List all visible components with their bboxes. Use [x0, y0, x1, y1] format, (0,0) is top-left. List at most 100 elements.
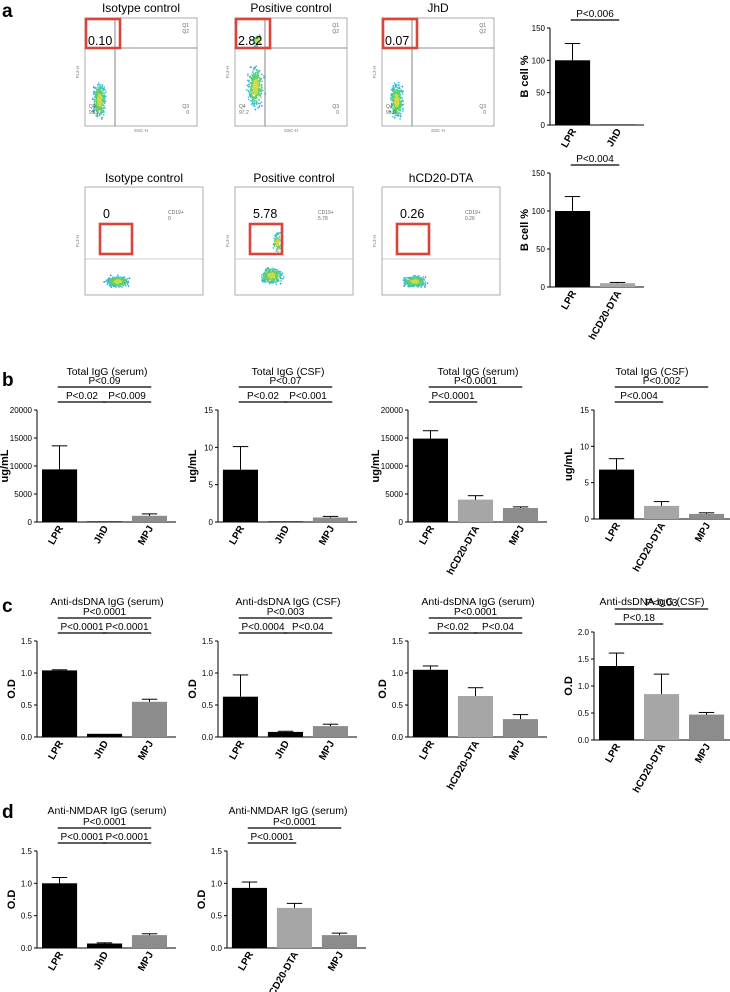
bar: [222, 469, 258, 522]
category-label: MPJ: [136, 524, 156, 547]
category-label: LPR: [228, 523, 248, 546]
category-label: hCD20-DTA: [445, 524, 482, 577]
y-tick-label: 0.0: [578, 736, 590, 745]
chart-title: Total IgG (CSF): [252, 366, 325, 378]
bar-chart: Total IgG (CSF) 0 5 10 15 ug/mL LPR hCD20-DTA MP…: [563, 366, 730, 574]
category-label: MPJ: [507, 739, 527, 762]
p-value-label: P<0.07: [270, 376, 302, 387]
bar: [555, 211, 591, 287]
y-tick-label: 50: [536, 245, 545, 254]
bar: [222, 696, 258, 737]
p-value-label: P<0.0001: [60, 622, 104, 633]
quadrant-label: Q2: [479, 29, 486, 35]
bar-chart: Total IgG (serum) 0 5000 10000 15000 20000 ug/…: [370, 366, 547, 577]
gate-value: 0: [168, 216, 171, 222]
y-tick-label: 1.0: [21, 669, 33, 678]
bar: [131, 515, 167, 522]
y-tick-label: 0: [209, 518, 214, 527]
p-value-label: P<0.04: [482, 622, 514, 633]
category-label: LPR: [604, 520, 624, 543]
y-tick-label: 0.0: [21, 944, 33, 953]
y-tick-label: 10: [580, 442, 589, 451]
y-tick-label: 1.5: [578, 655, 590, 664]
quadrant-label: Q3: [479, 104, 486, 110]
quadrant-label: Q4: [239, 104, 246, 110]
y-axis-label: O.D: [563, 676, 575, 696]
gate-box: [395, 222, 431, 256]
category-label: LPR: [418, 738, 438, 761]
y-axis-label: ug/mL: [370, 449, 382, 482]
y-tick-label: 15: [204, 406, 213, 415]
bar-chart: Anti-dsDNA IgG (CSF) 0.0 0.5 1.0 1.5 O.D LPR Jh…: [187, 596, 357, 762]
p-value-label: P<0.0001: [83, 607, 127, 618]
panel-label-a: a: [2, 1, 13, 22]
bar: [42, 670, 78, 737]
category-label: hCD20-DTA: [631, 742, 668, 795]
chart-title: Anti-dsDNA IgG (serum): [421, 596, 534, 608]
category-label: hCD20-DTA: [631, 521, 668, 574]
p-value-label: P<0.002: [643, 376, 681, 387]
p-value-label: P<0.001: [289, 391, 327, 402]
y-tick-label: 10: [204, 443, 213, 452]
p-value-label: P<0.0004: [241, 622, 285, 633]
quadrant-label: Q4: [386, 104, 393, 110]
category-label: MPJ: [317, 739, 337, 762]
bar: [267, 521, 303, 522]
category-label: LPR: [47, 523, 67, 546]
category-label: JhD: [92, 950, 111, 972]
p-value-label: P<0.02: [437, 622, 469, 633]
y-tick-label: 1.5: [21, 847, 33, 856]
quadrant-label: 0: [483, 110, 486, 116]
y-tick-label: 15000: [10, 434, 33, 443]
y-tick-label: 1.0: [21, 879, 33, 888]
gate-percentage: 0.26: [400, 207, 424, 221]
flow-events: [103, 274, 131, 288]
y-tick-label: 0: [541, 121, 546, 130]
bar: [502, 719, 538, 737]
y-tick-label: 5: [209, 481, 214, 490]
category-label: JhD: [605, 127, 624, 149]
p-value-label: P<0.0001: [431, 391, 475, 402]
y-tick-label: 1.5: [211, 847, 223, 856]
flow-axis-label: FL3-H: [75, 66, 80, 79]
y-tick-label: 5: [585, 479, 590, 488]
p-value-label: P<0.02: [66, 391, 98, 402]
y-tick-label: 150: [532, 24, 546, 33]
gate-label: CD19+: [318, 210, 334, 216]
bar-chart: Anti-NMDAR IgG (serum) 0.0 0.5 1.0 1.5 O.D LPR…: [6, 805, 176, 973]
y-axis-label: O.D: [6, 679, 18, 699]
category-label: MPJ: [136, 739, 156, 762]
bar: [600, 124, 636, 125]
bar: [412, 438, 448, 522]
flow-cytometry-panel: Isotype controlQ1Q2Q499.9Q300.10SSC-HFL3…: [75, 1, 501, 296]
flow-plot-frame: [234, 186, 354, 296]
category-label: MPJ: [136, 950, 156, 973]
y-tick-label: 0: [541, 283, 546, 292]
p-value-label: P<0.02: [247, 391, 279, 402]
bar: [689, 714, 725, 740]
category-label: LPR: [418, 523, 438, 546]
bar: [457, 499, 493, 522]
bar-chart: 0 50 100 150 B cell % LPR JhD P<0.006: [519, 9, 644, 150]
bar-chart: Anti-NMDAR IgG (serum) 0.0 0.5 1.0 1.5 O.D LPR…: [196, 805, 366, 992]
y-axis-label: B cell %: [519, 209, 531, 251]
y-axis-label: ug/mL: [187, 449, 199, 482]
bar: [42, 469, 78, 522]
p-value-label: P<0.18: [623, 613, 655, 624]
quadrant-label: Q3: [332, 104, 339, 110]
category-label: hCD20-DTA: [445, 739, 482, 792]
bar: [231, 887, 267, 948]
chart-title: Total IgG (serum): [66, 366, 147, 378]
category-label: MPJ: [507, 524, 527, 547]
bar-chart: Anti-dsDNA IgG (CSF) 0.0 0.5 1.0 1.5 2.0 O.D LP…: [563, 596, 730, 795]
chart-title: Anti-dsDNA IgG (serum): [50, 596, 163, 608]
y-tick-label: 1.5: [21, 637, 33, 646]
category-label: LPR: [560, 288, 580, 311]
y-tick-label: 1.0: [578, 682, 590, 691]
